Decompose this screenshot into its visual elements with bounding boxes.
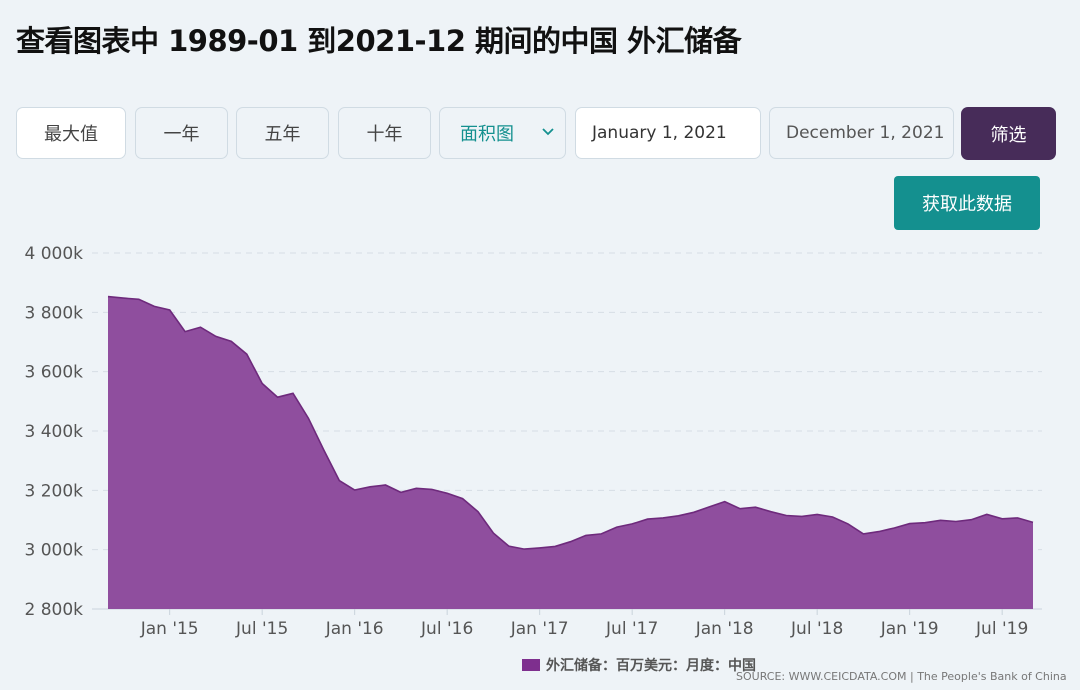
data-point: [831, 515, 835, 519]
data-point: [599, 532, 603, 536]
data-point: [861, 532, 865, 536]
data-point: [877, 530, 881, 534]
data-point: [414, 486, 418, 490]
data-point: [815, 512, 819, 516]
chart-type-select-label: 面积图: [460, 124, 514, 145]
data-point: [137, 297, 141, 301]
data-point: [476, 510, 480, 514]
data-point: [491, 531, 495, 535]
data-point: [784, 514, 788, 518]
filter-button[interactable]: 筛选: [961, 107, 1056, 160]
data-point: [183, 330, 187, 334]
range-button-5y[interactable]: 五年: [236, 107, 329, 159]
data-point: [461, 497, 465, 501]
x-tick-label: Jul '19: [975, 619, 1028, 639]
data-point: [723, 500, 727, 504]
data-point: [1016, 516, 1020, 520]
data-point: [353, 488, 357, 492]
x-tick-label: Jul '15: [235, 619, 288, 639]
legend-label: 外汇储备：百万美元：月度：中国: [546, 658, 756, 674]
data-point: [106, 295, 110, 299]
data-point: [985, 512, 989, 516]
data-point: [908, 522, 912, 526]
y-tick-label: 3 200k: [24, 481, 83, 501]
range-button-10y[interactable]: 十年: [338, 107, 431, 159]
data-point: [769, 510, 773, 514]
data-point: [738, 507, 742, 511]
x-tick-label: Jan '19: [880, 619, 939, 639]
data-point: [522, 547, 526, 551]
data-point: [260, 382, 264, 386]
chevron-down-icon: [542, 128, 554, 136]
source-note: SOURCE: WWW.CEICDATA.COM | The People's …: [736, 670, 1067, 683]
data-point: [245, 352, 249, 356]
data-point: [430, 487, 434, 491]
data-point: [507, 544, 511, 548]
data-point: [168, 308, 172, 312]
data-point: [692, 510, 696, 514]
x-tick-label: Jul '16: [420, 619, 473, 639]
x-tick-label: Jan '15: [140, 619, 199, 639]
area-series-fill: [108, 296, 1033, 609]
range-button-1y[interactable]: 一年: [135, 107, 228, 159]
data-point: [615, 525, 619, 529]
data-point: [969, 518, 973, 522]
data-point: [754, 505, 758, 509]
y-tick-label: 4 000k: [24, 244, 83, 264]
data-point: [199, 325, 203, 329]
chart-type-select[interactable]: 面积图: [439, 107, 566, 159]
start-date-input[interactable]: January 1, 2021: [575, 107, 761, 159]
data-point: [337, 479, 341, 483]
area-series-line: [107, 295, 1034, 550]
data-point: [1031, 520, 1035, 524]
data-point: [630, 522, 634, 526]
page-title: 查看图表中 1989-01 到2021-12 期间的中国 外汇储备: [16, 24, 742, 58]
data-point: [399, 490, 403, 494]
y-tick-label: 3 000k: [24, 541, 83, 561]
data-point: [676, 514, 680, 518]
data-point: [707, 505, 711, 509]
x-tick-label: Jan '16: [325, 619, 384, 639]
data-point: [846, 522, 850, 526]
data-point: [646, 517, 650, 521]
data-point: [322, 448, 326, 452]
x-tick-label: Jul '17: [605, 619, 658, 639]
data-point: [214, 334, 218, 338]
data-point: [1000, 517, 1004, 521]
data-point: [553, 544, 557, 548]
range-button-max[interactable]: 最大值: [16, 107, 126, 159]
x-tick-label: Jul '18: [790, 619, 843, 639]
data-point: [923, 521, 927, 525]
data-point: [368, 485, 372, 489]
data-point: [276, 395, 280, 399]
y-tick-label: 3 600k: [24, 363, 83, 383]
data-point: [306, 416, 310, 420]
legend-swatch: [522, 659, 540, 671]
data-point: [152, 304, 156, 308]
y-tick-label: 3 800k: [24, 303, 83, 323]
data-point: [384, 483, 388, 487]
chart-legend[interactable]: 外汇储备：百万美元：月度：中国: [522, 655, 756, 675]
data-point: [661, 516, 665, 520]
y-tick-label: 2 800k: [24, 600, 83, 620]
data-point: [121, 296, 125, 300]
data-point: [939, 518, 943, 522]
data-point: [445, 491, 449, 495]
end-date-input[interactable]: December 1, 2021: [769, 107, 954, 159]
data-point: [800, 514, 804, 518]
x-tick-label: Jan '17: [510, 619, 569, 639]
get-data-button[interactable]: 获取此数据: [894, 176, 1040, 230]
data-point: [569, 540, 573, 544]
data-point: [538, 546, 542, 550]
data-point: [954, 520, 958, 524]
data-point: [892, 526, 896, 530]
data-point: [291, 391, 295, 395]
data-point: [584, 533, 588, 537]
data-point: [229, 339, 233, 343]
x-tick-label: Jan '18: [695, 619, 754, 639]
y-tick-label: 3 400k: [24, 422, 83, 442]
